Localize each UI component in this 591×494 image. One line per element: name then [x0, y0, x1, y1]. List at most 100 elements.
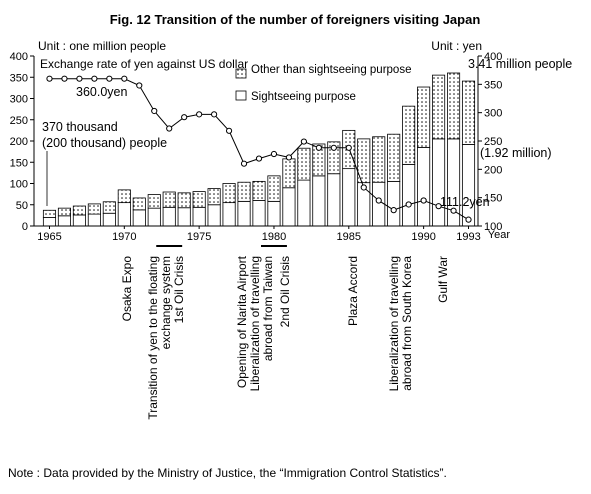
event-osaka-expo: Osaka Expo	[120, 256, 134, 322]
event-first-oil-crisis: 1st Oil Crisis	[172, 256, 186, 323]
right-tick-label: 350	[484, 79, 502, 91]
exchange-rate-point-1977	[225, 127, 233, 134]
bar-other-1982	[297, 147, 311, 181]
bar-other-1977	[222, 183, 236, 204]
left-tick-label: 150	[10, 157, 28, 169]
event-narita-airport-line: Opening of Narita Airport	[235, 255, 249, 388]
left-tick-label: 250	[10, 115, 28, 127]
exchange-rate-point-1976	[211, 111, 218, 118]
bar-sightseeing-1981	[282, 187, 296, 227]
bar-other-1979	[252, 180, 266, 201]
exchange-rate-point-1990	[420, 197, 427, 204]
right-tick-label: 400	[484, 51, 502, 63]
visitors-start-label-1: 370 thousand	[42, 120, 118, 134]
bar-sightseeing-1975	[192, 206, 206, 227]
exchange-rate-point-1970	[121, 75, 128, 82]
x-tick-label: 1975	[187, 231, 211, 243]
x-tick-label: 1965	[37, 231, 61, 243]
right-tick-label: 250	[484, 136, 502, 148]
bar-sightseeing-1976	[207, 204, 221, 227]
exchange-rate-point-1975	[196, 111, 203, 118]
exchange-rate-point-1983	[315, 144, 322, 151]
bar-series	[42, 72, 476, 227]
exchange-rate-point-1982	[300, 138, 307, 145]
left-tick-label: 200	[10, 136, 28, 148]
right-axis: 100 150 200 250 300 350 400	[478, 51, 502, 233]
event-korea-liberalization-line: Liberalization of travelling	[387, 256, 401, 391]
bar-sightseeing-1970	[117, 202, 131, 227]
event-floating-exchange-line: exchange system	[159, 256, 173, 349]
bar-sightseeing-1969	[102, 212, 116, 227]
exchange-rate-point-1984	[330, 144, 337, 151]
exchange-rate-label: Exchange rate of yen against US dollar	[40, 57, 248, 71]
exchange-rate-point-1991	[435, 203, 442, 210]
exchange-rate-point-1986	[360, 184, 367, 191]
bar-other-1986	[357, 138, 371, 184]
event-floating-exchange-line: Transition of yen to the floating	[146, 256, 160, 420]
left-tick-label: 0	[22, 221, 28, 233]
left-axis: 0 50 100 150 200 250 300 350 400	[10, 51, 34, 233]
right-tick-label: 200	[484, 164, 502, 176]
bar-other-1991	[432, 74, 446, 140]
right-tick-label: 300	[484, 108, 502, 120]
event-labels: Osaka Expo Transition of yen to the float…	[120, 255, 450, 419]
bar-sightseeing-1985	[342, 168, 356, 227]
right-unit-label: Unit : yen	[431, 39, 482, 53]
chart-title: Fig. 12 Transition of the number of fore…	[110, 12, 481, 27]
x-tick-label: 1985	[337, 231, 361, 243]
bar-other-1969	[102, 201, 116, 214]
event-second-oil-crisis-line: 2nd Oil Crisis	[278, 256, 292, 327]
event-plaza-accord-line: Plaza Accord	[346, 256, 360, 326]
bar-other-1984	[327, 141, 341, 175]
exchange-rate-point-1972	[151, 107, 158, 115]
exchange-rate-point-1992	[450, 207, 457, 214]
legend-label-other: Other than sightseeing purpose	[251, 64, 411, 76]
exchange-rate-point-1969	[106, 75, 113, 82]
event-narita-airport: Opening of Narita Airport	[235, 255, 249, 388]
event-second-oil-crisis: 2nd Oil Crisis	[278, 256, 292, 327]
exchange-rate-point-1971	[136, 82, 143, 89]
x-tick-label: 1990	[411, 231, 435, 243]
exchange-rate-point-1981	[285, 154, 293, 161]
bar-sightseeing-1987	[372, 181, 386, 227]
bar-other-1992	[447, 72, 461, 140]
bar-other-1971	[132, 197, 146, 211]
bar-sightseeing-1982	[297, 179, 311, 227]
legend-label-sightseeing: Sightseeing purpose	[251, 91, 356, 103]
event-gulf-war-line: Gulf War	[436, 256, 450, 303]
right-tick-label: 150	[484, 193, 502, 205]
event-korea-liberalization-line: abroad from South Korea	[400, 256, 414, 391]
event-taiwan-liberalization-line: abroad from Taiwan	[261, 256, 275, 361]
bar-sightseeing-1971	[132, 209, 146, 227]
left-unit-label: Unit : one million people	[38, 39, 166, 53]
bar-other-1993	[461, 80, 476, 145]
event-korea-liberalization: Liberalization of travelling abroad from …	[387, 256, 414, 392]
x-tick-label: 1970	[112, 231, 136, 243]
exchange-rate-point-1988	[390, 207, 397, 214]
bar-other-1990	[417, 86, 431, 148]
bar-other-1973	[162, 191, 176, 208]
left-tick-label: 100	[10, 179, 28, 191]
bar-other-1983	[312, 143, 326, 177]
bar-other-1972	[147, 194, 161, 209]
bar-other-1970	[117, 189, 131, 204]
right-tick-label: 100	[484, 221, 502, 233]
exchange-rate-point-1968	[91, 75, 98, 82]
exchange-start-label: 360.0yen	[76, 85, 127, 99]
bar-sightseeing-1966	[57, 215, 71, 227]
event-taiwan-liberalization-line: Liberalization of travelling	[248, 256, 262, 391]
event-taiwan-liberalization: Liberalization of travelling abroad from …	[248, 256, 275, 391]
bar-sightseeing-1979	[252, 200, 266, 227]
bar-other-1966	[57, 207, 71, 217]
visitors-end-total-label: 3.41 million people	[468, 57, 572, 71]
bar-other-1988	[387, 133, 401, 182]
left-tick-label: 350	[10, 72, 28, 84]
bar-sightseeing-1977	[222, 202, 236, 227]
x-tick-label: 1980	[262, 231, 286, 243]
exchange-rate-point-1978	[240, 160, 248, 167]
bar-other-1968	[87, 203, 101, 215]
exchange-rate-point-1979	[255, 155, 263, 162]
legend-swatch-other	[235, 68, 247, 79]
bar-other-1976	[207, 188, 221, 206]
exchange-rate-point-1993	[465, 216, 472, 223]
